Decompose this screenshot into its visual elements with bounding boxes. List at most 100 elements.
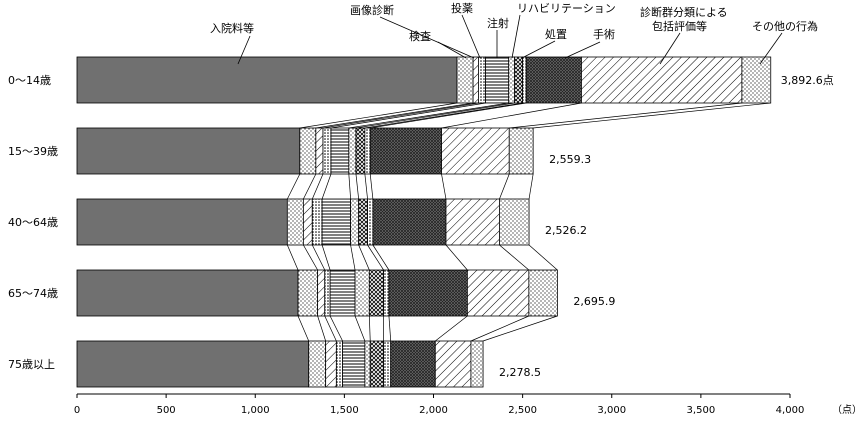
- connector-line: [364, 173, 368, 200]
- bars-layer: [76, 56, 772, 388]
- label-shujutsu: 手術: [593, 27, 615, 41]
- x-tick-label: 1,500: [330, 405, 359, 416]
- category-label: 75歳以上: [8, 358, 55, 371]
- connector-line: [299, 102, 458, 129]
- bar-segment-2-2: [302, 198, 313, 246]
- connector-line: [368, 315, 371, 342]
- bar-segment-0-4: [485, 56, 510, 104]
- bar-segment-0-10: [741, 56, 772, 104]
- bar-segment-0-5: [508, 56, 516, 104]
- bar-segment-2-9: [445, 198, 500, 246]
- x-tick-label: 4,000: [776, 405, 805, 416]
- label-shochi: 処置: [545, 28, 567, 41]
- bar-segment-0-1: [456, 56, 474, 104]
- label-dpc-line2: 包括評価等: [652, 19, 707, 33]
- connector-line: [329, 315, 343, 342]
- bar-segment-1-6: [355, 127, 366, 175]
- x-tick-label: 3,000: [597, 405, 626, 416]
- bar-segment-3-5: [354, 269, 370, 317]
- bar-segment-3-3: [324, 269, 331, 317]
- bar-segment-1-9: [441, 127, 510, 175]
- x-tick-label: 3,500: [687, 405, 716, 416]
- bar-segment-1-8: [369, 127, 442, 175]
- bar-segment-1-1: [299, 127, 317, 175]
- bar-segment-1-10: [508, 127, 534, 175]
- bar-segment-4-6: [369, 340, 384, 388]
- connector-line: [533, 102, 771, 129]
- connector-line: [370, 102, 527, 129]
- connector-line: [350, 244, 356, 271]
- connector-line: [441, 173, 447, 200]
- bar-segment-2-3: [311, 198, 323, 246]
- connector-line: [322, 102, 479, 129]
- bar-segment-3-1: [297, 269, 319, 317]
- bar-segment-3-7: [383, 269, 390, 317]
- label-dpc-line1: 診断群分類による: [640, 5, 728, 19]
- connector-line: [303, 244, 318, 271]
- bar-segment-3-0: [76, 269, 299, 317]
- connector-line: [364, 102, 523, 129]
- bar-segment-1-7: [364, 127, 371, 175]
- connector-line: [321, 173, 332, 200]
- bar-segment-3-4: [329, 269, 356, 317]
- connector-line: [358, 244, 370, 271]
- connector-line: [388, 315, 392, 342]
- connector-line: [317, 315, 326, 342]
- x-tick-label: 0: [74, 405, 80, 416]
- connector-line: [287, 173, 301, 200]
- total-label: 2,526.2: [545, 224, 587, 237]
- x-tick-label: 2,000: [419, 405, 448, 416]
- x-axis: 0 500 1,000 1,500 2,000 2,500 3,000 3,500 4,000 （…: [74, 393, 859, 416]
- bar-segment-3-6: [368, 269, 384, 317]
- bar-segment-4-8: [390, 340, 436, 388]
- bar-segment-0-3: [478, 56, 486, 104]
- connector-line: [324, 315, 337, 342]
- connector-line: [499, 244, 530, 271]
- bar-segment-2-10: [499, 198, 530, 246]
- label-kensa: 検査: [409, 29, 431, 43]
- category-label: 15～39歳: [8, 145, 58, 158]
- category-label: 0～14歳: [8, 74, 51, 87]
- total-label: 2,695.9: [573, 295, 615, 308]
- connector-line: [321, 244, 331, 271]
- bar-segment-3-10: [528, 269, 558, 317]
- bar-segment-0-8: [525, 56, 582, 104]
- bar-segment-1-3: [322, 127, 332, 175]
- bar-segment-4-0: [76, 340, 310, 388]
- connector-line: [355, 173, 359, 200]
- bar-segment-4-2: [325, 340, 337, 388]
- connector-line: [348, 173, 351, 200]
- category-label: 40～64歳: [8, 216, 58, 229]
- connector-line: [311, 173, 324, 200]
- connector-line: [499, 173, 510, 200]
- connector-line: [369, 173, 374, 200]
- connector-line: [441, 102, 582, 129]
- connector-line: [311, 244, 326, 271]
- connector-line: [355, 102, 515, 129]
- bar-segment-1-2: [315, 127, 324, 175]
- connector-line: [287, 244, 299, 271]
- bar-segment-2-1: [286, 198, 304, 246]
- bar-segment-0-0: [76, 56, 458, 104]
- connector-lines: [287, 102, 771, 342]
- bar-segment-3-8: [388, 269, 468, 317]
- connector-line: [528, 173, 534, 200]
- bar-segment-0-9: [581, 56, 743, 104]
- connector-line: [435, 315, 468, 342]
- connector-line: [482, 315, 558, 342]
- connector-line: [367, 244, 384, 271]
- label-sonota: その他の行為: [752, 19, 818, 33]
- connector-line: [470, 315, 530, 342]
- bar-segment-3-9: [466, 269, 530, 317]
- connector-line: [315, 102, 474, 129]
- bar-segment-4-10: [470, 340, 484, 388]
- label-chusha: 注射: [487, 16, 509, 30]
- bar-segment-2-0: [76, 198, 288, 246]
- series-callouts: 入院料等 画像診断 投薬 検査 注射 リハビリテーション 処置 手術 診断群分類…: [210, 1, 818, 65]
- callout-leaders: [237, 14, 783, 65]
- bar-segment-1-5: [348, 127, 357, 175]
- bar-segment-2-5: [350, 198, 360, 246]
- category-labels: 0～14歳 15～39歳 40～64歳 65～74歳 75歳以上: [8, 74, 58, 371]
- total-label: 2,559.3: [549, 153, 591, 166]
